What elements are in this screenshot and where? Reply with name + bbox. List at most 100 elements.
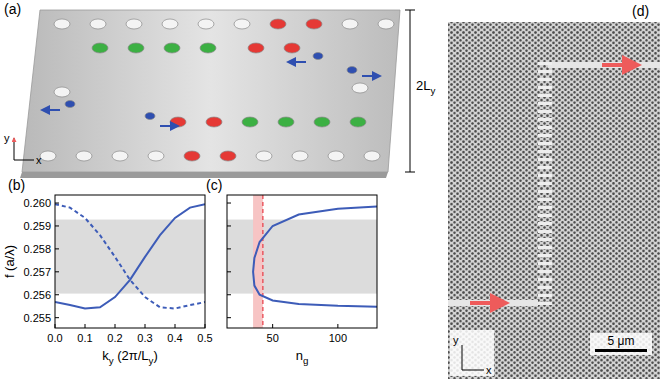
hole — [352, 83, 368, 93]
panel-label: (c) — [206, 177, 222, 193]
slab-edge — [20, 172, 388, 178]
cavity-slot — [538, 174, 552, 177]
x-axis-label: ng — [296, 348, 309, 366]
width-label: 2Ly — [416, 78, 435, 96]
hole — [313, 53, 323, 60]
cavity-slot — [538, 86, 552, 89]
frame — [227, 195, 377, 328]
hole — [284, 43, 300, 53]
y-tick-label: 0.255 — [23, 312, 51, 324]
label-part: ) — [153, 348, 157, 363]
plot-area — [227, 195, 377, 328]
y-tick-label: 0.257 — [23, 266, 51, 278]
hole — [278, 117, 294, 127]
y-tick — [227, 248, 231, 249]
hole — [128, 43, 144, 53]
figure: 2Ly(a)xy0.00.10.20.30.40.50.2550.2560.25… — [0, 0, 660, 379]
band — [227, 220, 377, 294]
sem-image — [448, 22, 660, 379]
arrow — [160, 125, 178, 127]
x-tick — [175, 324, 176, 328]
y-tick — [55, 248, 59, 249]
waveguide — [448, 300, 538, 306]
cavity-slot — [538, 222, 552, 225]
x-tick — [337, 324, 338, 328]
slab — [22, 10, 400, 172]
y-tick — [227, 317, 231, 318]
x-tick-label: 0.0 — [47, 332, 62, 344]
axis-icon — [462, 345, 463, 370]
width-bracket — [405, 172, 415, 173]
scale-bar — [595, 349, 647, 352]
reference-line — [262, 195, 263, 328]
axis-icon-label: y — [453, 334, 459, 346]
x-tick-label: 100 — [329, 332, 347, 344]
x-tick — [272, 324, 273, 328]
hole — [328, 151, 344, 161]
y-tick — [227, 225, 231, 226]
hole — [112, 151, 128, 161]
cavity-slot — [538, 166, 552, 169]
cavity-slot — [538, 190, 552, 193]
label-part: (2π/L — [114, 348, 149, 363]
hole — [40, 151, 56, 161]
cavity-slot — [538, 254, 552, 257]
hole — [248, 43, 264, 53]
hole — [256, 151, 272, 161]
cavity-slot — [538, 262, 552, 265]
hole — [76, 151, 92, 161]
cavity-slot — [538, 198, 552, 201]
hole — [220, 151, 236, 161]
width-bracket — [405, 10, 415, 11]
hole — [90, 19, 106, 29]
arrow — [42, 109, 60, 111]
cavity-slot — [538, 158, 552, 161]
hole — [350, 117, 366, 127]
cavity-slot — [538, 270, 552, 273]
x-tick — [205, 324, 206, 328]
cavity-slot — [538, 230, 552, 233]
hole — [347, 67, 357, 74]
axis-icon-label: x — [486, 364, 492, 376]
hole — [54, 87, 70, 97]
cavity-slot — [538, 182, 552, 185]
x-tick — [145, 324, 146, 328]
axis-icon — [14, 160, 34, 161]
series-line — [253, 206, 377, 306]
hole — [148, 151, 164, 161]
axis-icon — [14, 138, 15, 160]
cavity-slot — [538, 302, 552, 305]
hole — [92, 43, 108, 53]
cavity-slot — [538, 286, 552, 289]
y-tick — [227, 203, 231, 204]
axis-icon-label: y — [4, 132, 10, 144]
cavity-slot — [538, 62, 552, 65]
label-part: y — [430, 85, 435, 96]
x-tick-label: 0.2 — [107, 332, 122, 344]
cavity-slot — [538, 94, 552, 97]
cavity-slot — [538, 78, 552, 81]
hole — [126, 19, 142, 29]
y-tick — [55, 317, 59, 318]
x-tick — [55, 324, 56, 328]
cavity-slot — [538, 206, 552, 209]
cavity-slot — [538, 70, 552, 73]
x-tick — [85, 324, 86, 328]
arrow — [288, 61, 306, 63]
hole — [292, 151, 308, 161]
hole — [164, 43, 180, 53]
hole — [184, 151, 200, 161]
axis-icon — [462, 370, 484, 371]
hole — [54, 19, 70, 29]
y-tick — [55, 225, 59, 226]
x-tick-label: 0.1 — [77, 332, 92, 344]
scale-bar-label: 5 μm — [608, 334, 635, 348]
panel-label: (d) — [632, 3, 649, 19]
chart: 50100ng(c) — [206, 177, 377, 366]
hole — [342, 19, 358, 29]
hole — [145, 113, 155, 120]
y-tick — [55, 271, 59, 272]
cavity-slot — [538, 150, 552, 153]
y-tick — [55, 294, 59, 295]
arrow — [470, 301, 506, 305]
